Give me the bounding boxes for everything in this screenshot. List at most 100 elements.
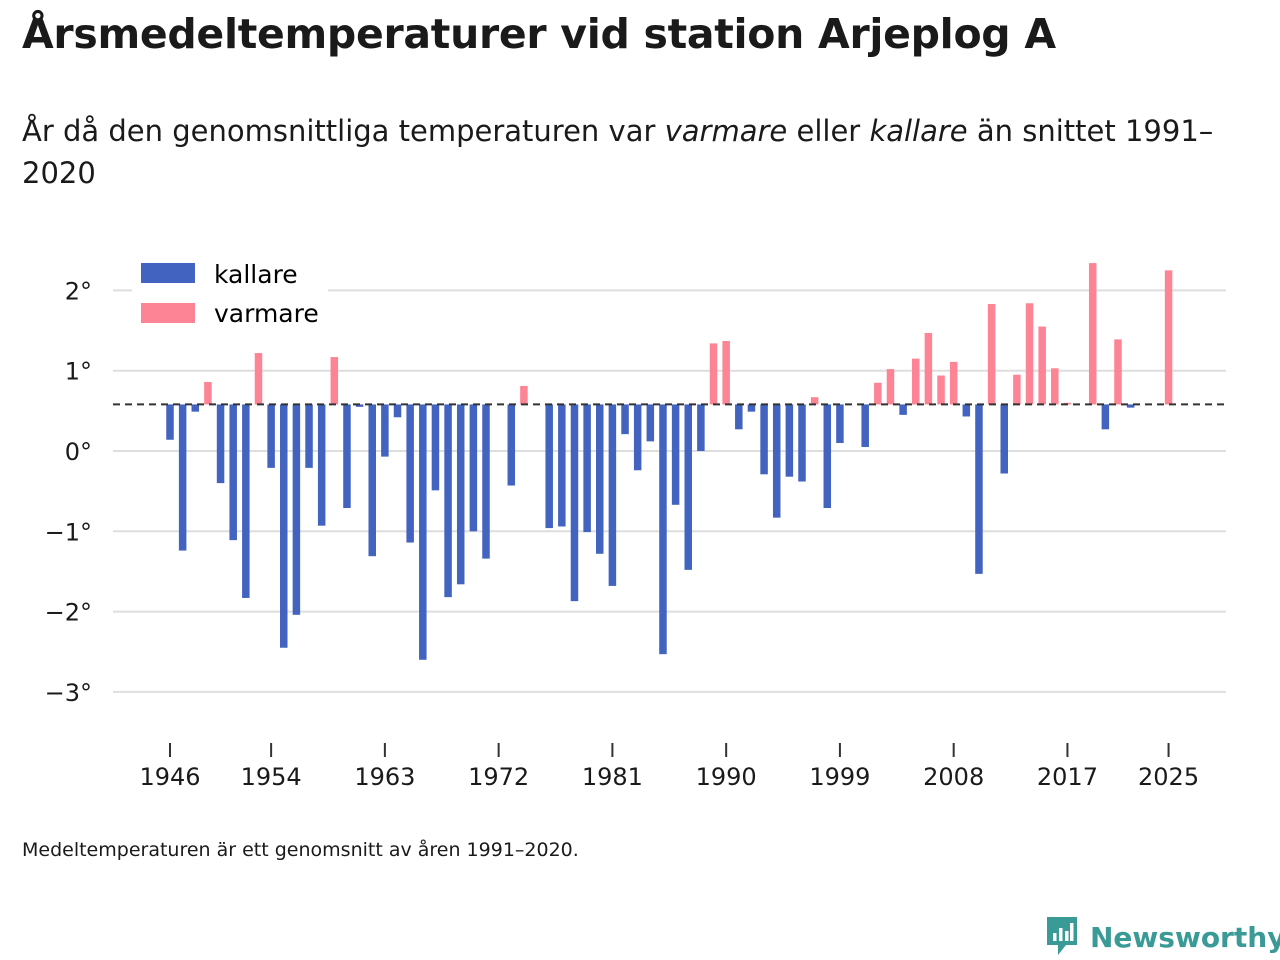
bar-2004 bbox=[899, 404, 907, 415]
bar-1990 bbox=[722, 340, 730, 405]
bar-1970 bbox=[469, 404, 478, 532]
bar-1957 bbox=[305, 404, 313, 468]
bar-1984 bbox=[646, 404, 655, 442]
bar-2020 bbox=[1101, 404, 1110, 430]
bar-2003 bbox=[886, 369, 895, 405]
y-axis: 2° 1° 0° −1° −2° −3° bbox=[45, 277, 92, 707]
subtitle-warm-word: varmare bbox=[664, 114, 788, 148]
chart-title: Årsmedeltemperaturer vid station Arjeplo… bbox=[22, 10, 1056, 58]
temperature-bar-chart: 2° 1° 0° −1° −2° −3° 1946 1954 1963 1972 1981 1990… bbox=[44, 252, 1226, 791]
bar-2009 bbox=[962, 404, 971, 417]
x-tick-label: 2008 bbox=[923, 763, 984, 791]
brand-name: Newsworthy bbox=[1090, 920, 1280, 954]
bar-1976 bbox=[545, 404, 553, 529]
bar-2019 bbox=[1088, 263, 1097, 405]
bar-2015 bbox=[1038, 326, 1046, 405]
bar-1980 bbox=[596, 404, 604, 554]
bar-1959 bbox=[330, 357, 339, 405]
bar-2005 bbox=[912, 358, 920, 405]
bar-2014 bbox=[1025, 303, 1034, 405]
bar-1968 bbox=[444, 404, 452, 598]
y-tick-label: 1° bbox=[65, 358, 92, 386]
x-tick-label: 1946 bbox=[139, 763, 200, 791]
bar-1969 bbox=[456, 404, 465, 585]
newsworthy-logo-icon bbox=[1047, 917, 1077, 955]
legend-swatch-varmare bbox=[141, 303, 195, 323]
x-tick-label: 2025 bbox=[1138, 763, 1199, 791]
subtitle-cold-word: kallare bbox=[869, 114, 968, 148]
y-tick-label: 0° bbox=[65, 438, 92, 466]
bar-1982 bbox=[621, 404, 629, 435]
bar-2002 bbox=[874, 382, 882, 405]
y-tick-label: −3° bbox=[45, 679, 92, 707]
bar-2022 bbox=[1126, 404, 1135, 408]
bar-2008 bbox=[949, 361, 958, 405]
bar-1949 bbox=[204, 381, 212, 405]
bar-1973 bbox=[507, 404, 516, 486]
bar-2001 bbox=[861, 404, 869, 447]
bar-1991 bbox=[735, 404, 743, 430]
bar-1998 bbox=[823, 404, 832, 509]
bar-1965 bbox=[406, 404, 414, 543]
bar-1967 bbox=[431, 404, 440, 491]
x-tick-label: 1981 bbox=[582, 763, 643, 791]
x-tick-label: 1954 bbox=[241, 763, 302, 791]
bar-1956 bbox=[292, 404, 301, 615]
legend-label-kallare: kallare bbox=[214, 260, 298, 289]
bar-1952 bbox=[242, 404, 250, 598]
bar-1981 bbox=[608, 404, 617, 586]
bar-2007 bbox=[937, 375, 945, 405]
subtitle-part-2: eller bbox=[787, 114, 870, 148]
bar-1963 bbox=[381, 404, 389, 457]
bar-1954 bbox=[267, 404, 275, 468]
bar-1978 bbox=[570, 404, 579, 602]
grid-lines bbox=[113, 289, 1226, 693]
bar-1946 bbox=[166, 404, 174, 440]
bar-2025 bbox=[1164, 270, 1173, 405]
bar-1993 bbox=[760, 404, 768, 475]
bar-series bbox=[166, 263, 1173, 660]
bar-1992 bbox=[747, 404, 756, 412]
bar-1962 bbox=[368, 404, 376, 557]
bar-1994 bbox=[772, 404, 781, 518]
bar-1999 bbox=[836, 404, 844, 443]
bar-1948 bbox=[191, 404, 200, 412]
y-tick-label: −1° bbox=[45, 518, 92, 546]
chart-subtitle: År då den genomsnittliga temperaturen va… bbox=[22, 110, 1242, 194]
bar-1983 bbox=[633, 404, 642, 471]
legend-swatch-kallare bbox=[141, 263, 195, 283]
bar-1953 bbox=[254, 353, 263, 405]
bar-1985 bbox=[659, 404, 667, 655]
bar-1960 bbox=[343, 404, 351, 509]
bar-2012 bbox=[1000, 404, 1008, 474]
bar-2010 bbox=[975, 404, 983, 574]
x-tick-label: 2017 bbox=[1037, 763, 1098, 791]
bar-1971 bbox=[482, 404, 490, 559]
bar-1958 bbox=[317, 404, 326, 526]
bar-1996 bbox=[798, 404, 806, 482]
bar-1988 bbox=[697, 404, 705, 451]
bar-1966 bbox=[419, 404, 427, 660]
x-tick-label: 1972 bbox=[468, 763, 529, 791]
bar-1964 bbox=[393, 404, 402, 418]
footnote: Medeltemperaturen är ett genomsnitt av å… bbox=[22, 839, 579, 861]
bar-1979 bbox=[583, 404, 591, 533]
legend-label-varmare: varmare bbox=[214, 299, 319, 328]
bar-1995 bbox=[785, 404, 794, 477]
x-tick-label: 1990 bbox=[696, 763, 757, 791]
subtitle-part-3: än snittet 1991–2020 bbox=[22, 114, 1214, 190]
bar-1950 bbox=[216, 404, 225, 484]
bar-1955 bbox=[280, 404, 288, 648]
bar-2006 bbox=[924, 332, 933, 405]
brand: Newsworthy bbox=[1044, 914, 1280, 960]
bar-2021 bbox=[1114, 339, 1122, 405]
legend: kallare varmare bbox=[132, 252, 328, 344]
bar-1951 bbox=[229, 404, 237, 541]
bar-1987 bbox=[684, 404, 692, 570]
bar-1997 bbox=[810, 397, 819, 405]
bar-1947 bbox=[178, 404, 187, 551]
y-tick-label: 2° bbox=[65, 277, 92, 305]
bar-2016 bbox=[1051, 368, 1059, 405]
subtitle-part-1: År då den genomsnittliga temperaturen va… bbox=[22, 114, 665, 148]
bar-2013 bbox=[1013, 374, 1021, 405]
